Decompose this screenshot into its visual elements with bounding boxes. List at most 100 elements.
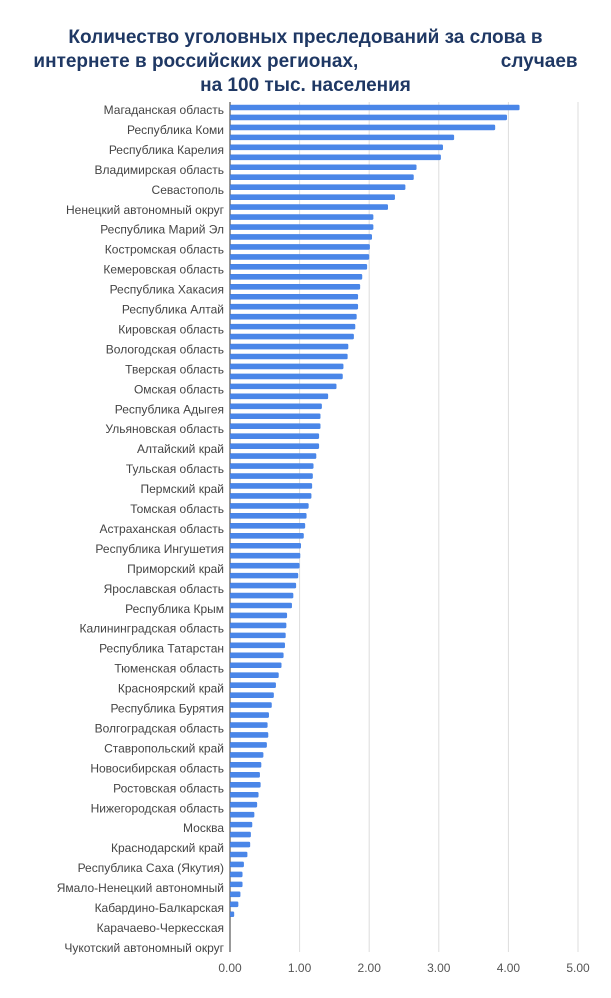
bar: [230, 732, 269, 738]
category-label: Приморский край: [127, 562, 224, 576]
bar: [230, 154, 441, 161]
category-label: Ненецкий автономный округ: [66, 203, 225, 217]
bar: [230, 293, 359, 300]
x-tick-label: 2.00: [358, 961, 382, 975]
bar: [230, 214, 374, 220]
bar: [230, 184, 406, 190]
bar: [230, 174, 414, 181]
category-label: Республика Карелия: [109, 143, 224, 157]
category-label: Карачаево-Черкесская: [97, 921, 224, 935]
bar: [230, 811, 255, 818]
bar: [230, 791, 259, 798]
title-line-2: интернете в российских регионах, случаев: [33, 51, 578, 72]
category-label: Кабардино-Балкарская: [95, 901, 224, 915]
bar: [230, 333, 354, 340]
bar: [230, 712, 269, 718]
category-label: Пермский край: [140, 482, 224, 496]
bar: [230, 532, 304, 539]
category-label: Республика Саха (Якутия): [78, 861, 224, 875]
category-label: Новосибирская область: [90, 761, 224, 775]
category-label: Костромская область: [105, 243, 224, 257]
bar: [230, 742, 267, 748]
bar: [230, 493, 312, 499]
bar: [230, 861, 244, 868]
category-label: Астраханская область: [100, 522, 224, 536]
category-label: Волгоградская область: [95, 721, 224, 735]
bar: [230, 642, 285, 649]
bar: [230, 632, 286, 639]
category-label: Республика Татарстан: [99, 642, 224, 656]
bar: [230, 264, 368, 270]
bar: [230, 572, 299, 579]
category-label: Томская область: [130, 502, 224, 516]
bar: [230, 144, 443, 151]
bar: [230, 204, 388, 210]
bar: [230, 164, 417, 171]
category-label: Омская область: [134, 382, 224, 396]
category-label: Кемеровская область: [103, 263, 224, 277]
category-label: Тверская область: [125, 362, 224, 376]
category-label: Республика Алтай: [122, 303, 224, 317]
bar: [230, 752, 264, 758]
category-label: Калининградская область: [79, 622, 224, 636]
bar: [230, 323, 356, 330]
bar: [230, 513, 307, 519]
x-tick-label: 5.00: [566, 961, 590, 975]
category-label: Алтайский край: [137, 442, 224, 456]
bar: [230, 542, 301, 549]
chart-title: Количество уголовных преследований за сл…: [0, 26, 611, 98]
bar: [230, 622, 287, 629]
bar: [230, 801, 258, 808]
bar: [230, 672, 279, 679]
category-labels: Магаданская область Республика Коми Респуб…: [57, 103, 225, 955]
bar: [230, 652, 284, 659]
bar: [230, 911, 235, 918]
bar: [230, 871, 243, 878]
bar: [230, 254, 370, 260]
bar: [230, 373, 343, 380]
bar: [230, 473, 313, 479]
bar: [230, 463, 314, 469]
bar: [230, 104, 520, 111]
bar: [230, 602, 292, 609]
category-label: Москва: [183, 821, 224, 835]
bar: [230, 891, 241, 898]
bar: [230, 881, 243, 888]
category-label: Ульяновская область: [105, 422, 224, 436]
bar: [230, 224, 374, 230]
bar-series: [230, 104, 520, 918]
bar: [230, 841, 251, 848]
bar: [230, 503, 309, 509]
title-line-1: Количество уголовных преследований за сл…: [68, 27, 543, 48]
bar: [230, 443, 320, 449]
bar: [230, 662, 282, 669]
bar: [230, 433, 320, 439]
bar: [230, 393, 329, 400]
category-label: Чукотский автономный округ: [64, 941, 224, 955]
category-label: Республика Хакасия: [110, 283, 224, 297]
bar: [230, 353, 348, 360]
category-label: Нижегородская область: [91, 801, 224, 815]
bar: [230, 762, 262, 768]
bar: [230, 552, 301, 559]
bar: [230, 303, 359, 310]
bar: [230, 453, 317, 459]
bar: [230, 692, 274, 698]
category-label: Магаданская область: [104, 103, 224, 117]
bar: [230, 383, 337, 390]
bar: [230, 363, 344, 370]
bar: [230, 234, 372, 240]
bar: [230, 781, 261, 788]
category-label: Владимирская область: [95, 163, 224, 177]
bar: [230, 592, 294, 599]
category-label: Республика Бурятия: [110, 702, 224, 716]
category-label: Республика Адыгея: [115, 402, 224, 416]
bar: [230, 343, 349, 350]
bar: [230, 523, 306, 529]
category-label: Краснодарский край: [111, 841, 224, 855]
category-label: Красноярский край: [118, 682, 224, 696]
bar: [230, 562, 300, 569]
bar: [230, 114, 508, 121]
bar: [230, 194, 395, 200]
